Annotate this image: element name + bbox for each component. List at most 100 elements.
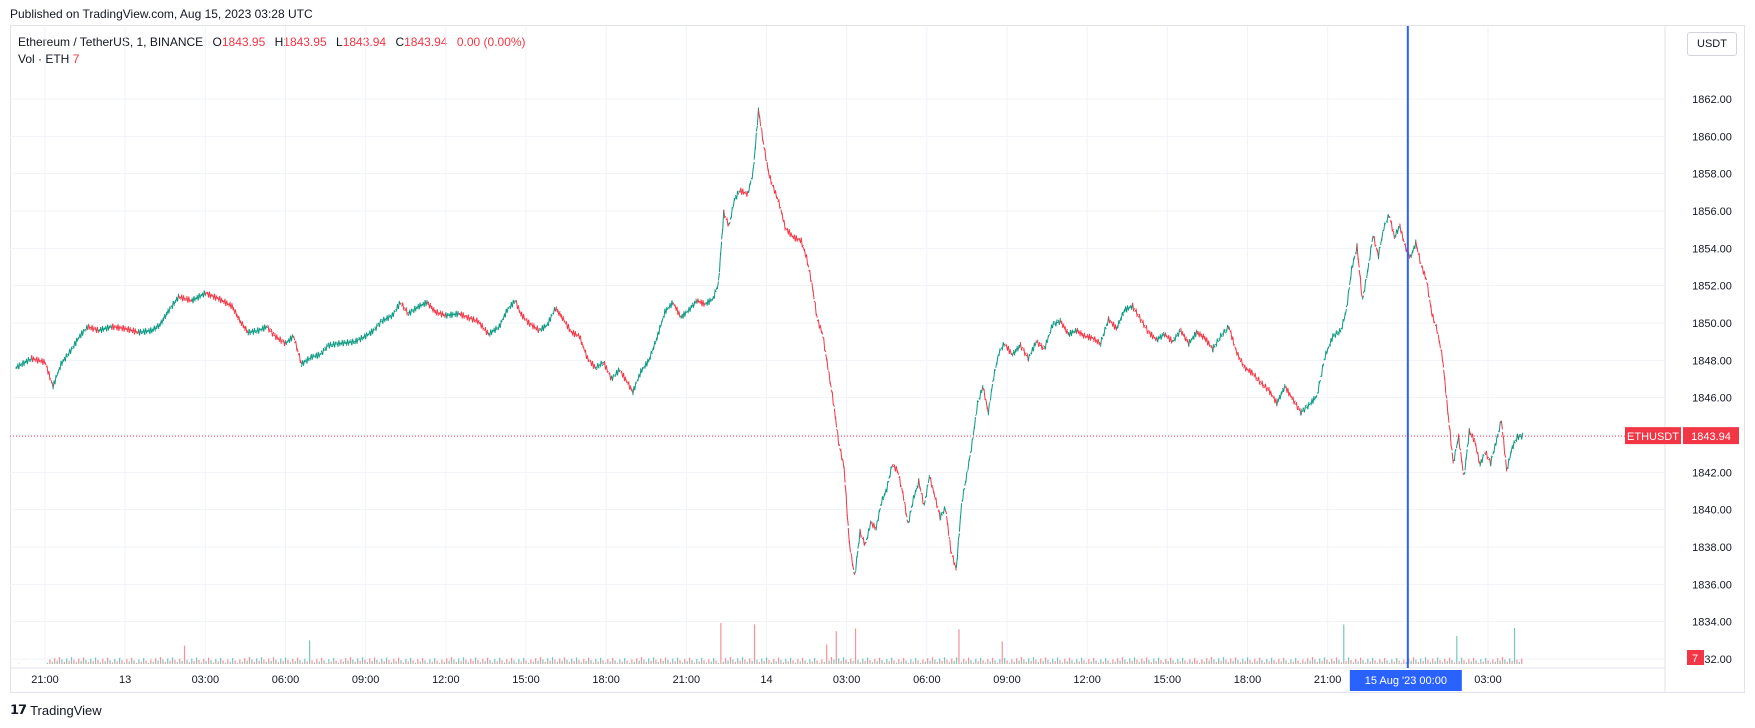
price-candle xyxy=(1010,352,1013,356)
volume-bar xyxy=(157,660,159,664)
volume-bar xyxy=(438,662,441,664)
price-candle xyxy=(1332,334,1335,338)
tradingview-logo[interactable]: 𝟭𝟳 TradingView xyxy=(10,702,102,718)
price-candle xyxy=(1289,393,1292,398)
price-candle xyxy=(1081,332,1084,337)
volume-bar xyxy=(722,661,724,664)
volume-bar xyxy=(960,662,962,664)
price-candle xyxy=(993,368,996,381)
price-candle xyxy=(1097,339,1100,346)
volume-bar xyxy=(549,660,551,664)
price-candle xyxy=(173,300,176,305)
price-candle xyxy=(1421,265,1424,274)
price-candle xyxy=(33,357,36,361)
price-candle xyxy=(708,297,711,305)
volume-bar xyxy=(1323,657,1326,664)
volume-bar xyxy=(1184,660,1186,664)
price-candle xyxy=(1266,387,1269,390)
volume-bar xyxy=(1465,662,1468,664)
price-candle xyxy=(334,341,337,347)
price-candle xyxy=(243,324,246,329)
volume-bar xyxy=(1186,662,1189,664)
price-candle xyxy=(1337,331,1340,334)
price-candle xyxy=(589,359,592,366)
time-tick-label: 03:00 xyxy=(1474,674,1502,686)
volume-bar xyxy=(814,658,816,664)
price-candle xyxy=(1030,347,1033,355)
legend-symbol[interactable]: Ethereum / TetherUS, 1, BINANCE xyxy=(18,35,204,49)
price-candle xyxy=(254,329,257,334)
price-candle xyxy=(552,307,555,315)
price-candle xyxy=(1197,331,1200,337)
volume-bar xyxy=(1477,662,1480,664)
price-candle xyxy=(592,363,595,369)
chart-frame[interactable] xyxy=(10,25,1745,693)
price-candle xyxy=(569,330,572,333)
volume-bar xyxy=(268,658,270,664)
volume-bar xyxy=(66,658,68,664)
volume-bar xyxy=(1141,658,1143,664)
legend-high-label: H xyxy=(274,35,284,49)
volume-value-tag xyxy=(1687,650,1704,665)
volume-bar xyxy=(854,628,857,664)
price-candle xyxy=(43,359,46,365)
volume-bar xyxy=(354,661,356,664)
price-candle xyxy=(255,330,257,332)
price-candle xyxy=(1276,398,1279,406)
volume-bar xyxy=(1412,657,1415,664)
price-candle xyxy=(434,309,437,315)
volume-bar xyxy=(106,657,109,664)
volume-bar xyxy=(299,660,301,664)
price-candle xyxy=(687,307,690,314)
price-candle xyxy=(1055,319,1058,327)
volume-bar xyxy=(652,657,655,664)
volume-bar xyxy=(1049,662,1051,664)
legend-volume-label[interactable]: Vol · ETH xyxy=(18,52,70,66)
price-candle xyxy=(119,327,122,329)
volume-bar xyxy=(1343,624,1345,664)
volume-bar xyxy=(119,657,121,664)
price-candle xyxy=(506,306,509,312)
volume-bar xyxy=(640,657,643,664)
price-candle xyxy=(407,312,409,314)
price-candle xyxy=(104,327,107,330)
price-candle xyxy=(32,356,35,362)
price-candle xyxy=(98,328,101,332)
volume-bar xyxy=(311,660,313,664)
price-candle xyxy=(1185,338,1189,343)
price-candle xyxy=(470,317,472,320)
volume-bar xyxy=(1473,657,1475,664)
price-candle xyxy=(384,318,387,321)
price-candle xyxy=(1117,320,1120,329)
volume-bar xyxy=(628,662,631,664)
price-candle xyxy=(85,325,88,332)
price-candle xyxy=(1433,321,1436,324)
volume-bar xyxy=(674,661,676,664)
price-candle xyxy=(1095,339,1098,343)
volume-bar xyxy=(1258,657,1261,664)
price-candle xyxy=(293,335,296,341)
volume-bar xyxy=(977,661,979,664)
price-candle xyxy=(438,312,441,315)
price-candle xyxy=(273,334,276,337)
price-candle xyxy=(190,298,193,303)
volume-bar xyxy=(1511,660,1513,664)
volume-bar xyxy=(830,657,833,664)
volume-bar xyxy=(188,662,190,664)
volume-bar xyxy=(135,662,138,664)
volume-bar xyxy=(378,662,380,664)
price-candle xyxy=(1465,449,1468,461)
price-candle xyxy=(977,400,980,403)
volume-bar xyxy=(1451,660,1453,664)
volume-bar xyxy=(568,662,570,664)
volume-bar xyxy=(174,659,176,664)
volume-bar xyxy=(155,658,157,664)
volume-bar xyxy=(1357,661,1359,664)
time-tick-label: 21:00 xyxy=(673,674,701,686)
volume-bar xyxy=(1244,661,1246,664)
price-candle xyxy=(1174,333,1177,342)
currency-button[interactable]: USDT xyxy=(1687,32,1737,56)
volume-bar xyxy=(1194,658,1196,664)
volume-bar xyxy=(1001,641,1003,664)
